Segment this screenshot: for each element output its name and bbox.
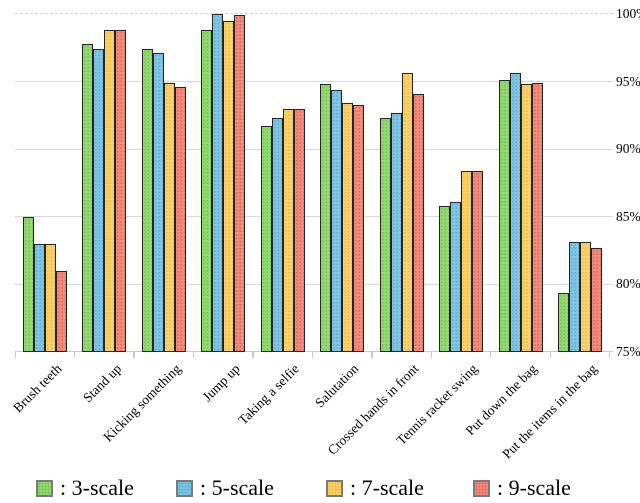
legend-swatch-5-scale xyxy=(176,479,193,497)
bar-9-scale xyxy=(56,270,67,352)
legend-label-7-scale: : 7-scale xyxy=(350,475,424,500)
gridline xyxy=(15,283,613,285)
axis-tick xyxy=(490,352,492,358)
axis-tick xyxy=(192,352,195,358)
bar-7-scale xyxy=(282,108,294,352)
bar-3-scale xyxy=(498,80,510,352)
legend-label-9-scale: : 9-scale xyxy=(497,475,571,500)
gridline xyxy=(15,80,613,82)
y-axis-tick-label: 85% xyxy=(616,208,640,224)
gridline xyxy=(15,13,613,15)
legend-item-9-scale: : 9-scale xyxy=(473,477,571,499)
x-axis-line xyxy=(15,351,613,353)
axis-tick xyxy=(608,352,611,358)
bar-3-scale xyxy=(439,205,451,352)
legend-label-3-scale: : 3-scale xyxy=(60,475,134,500)
bar-5-scale xyxy=(152,53,164,352)
axis-tick xyxy=(371,352,373,358)
bar-7-scale xyxy=(401,73,413,352)
gridline xyxy=(15,148,613,150)
y-axis-tick-label: 75% xyxy=(616,344,640,359)
legend-swatch-7-scale xyxy=(326,479,343,497)
bar-7-scale xyxy=(520,84,532,352)
legend-item-3-scale: : 3-scale xyxy=(36,477,134,499)
legend-label-5-scale: : 5-scale xyxy=(200,475,274,500)
bar-7-scale xyxy=(461,170,473,352)
bar-9-scale xyxy=(234,15,246,352)
legend-item-5-scale: : 5-scale xyxy=(176,477,274,499)
y-axis-tick-label: 95% xyxy=(616,73,640,89)
bar-5-scale xyxy=(450,201,462,352)
bar-3-scale xyxy=(141,49,153,352)
axis-tick xyxy=(252,352,254,358)
bar-9-scale xyxy=(293,108,305,352)
axis-tick xyxy=(311,352,314,358)
bar-5-scale xyxy=(34,243,45,352)
bar-5-scale xyxy=(271,118,283,352)
bar-9-scale xyxy=(412,93,424,352)
bar-7-scale xyxy=(45,243,56,352)
legend-swatch-3-scale xyxy=(36,479,53,497)
legend-swatch-9-scale xyxy=(473,479,490,497)
bar-7-scale xyxy=(342,103,354,352)
legend-item-7-scale: : 7-scale xyxy=(326,477,424,499)
axis-tick xyxy=(133,352,135,358)
bar-7-scale xyxy=(579,242,591,352)
bar-5-scale xyxy=(390,112,402,352)
bar-9-scale xyxy=(590,247,602,352)
bar-3-scale xyxy=(379,118,391,352)
axis-tick xyxy=(74,352,76,358)
bar-7-scale xyxy=(223,20,235,352)
y-axis-tick-label: 100% xyxy=(616,6,640,21)
bar-9-scale xyxy=(115,30,127,352)
gridline xyxy=(15,216,613,218)
axis-tick xyxy=(430,352,433,358)
bar-3-scale xyxy=(23,216,34,352)
bar-7-scale xyxy=(104,30,116,352)
y-axis-tick-label: 90% xyxy=(616,141,640,157)
bar-3-scale xyxy=(260,126,272,352)
axis-tick xyxy=(549,352,551,358)
bar-3-scale xyxy=(320,84,332,352)
bar-7-scale xyxy=(163,82,175,352)
bar-9-scale xyxy=(174,87,186,352)
bar-5-scale xyxy=(568,242,580,352)
bar-3-scale xyxy=(82,43,94,352)
bar-9-scale xyxy=(472,170,484,352)
y-axis-tick-label: 80% xyxy=(616,276,640,292)
bar-3-scale xyxy=(201,30,213,352)
bar-5-scale xyxy=(331,89,343,352)
bar-5-scale xyxy=(93,49,105,352)
bar-5-scale xyxy=(509,73,521,352)
bar-3-scale xyxy=(557,292,569,352)
axis-tick xyxy=(14,352,16,358)
bar-9-scale xyxy=(353,104,365,352)
bar-5-scale xyxy=(212,14,224,352)
bar-9-scale xyxy=(531,82,543,352)
